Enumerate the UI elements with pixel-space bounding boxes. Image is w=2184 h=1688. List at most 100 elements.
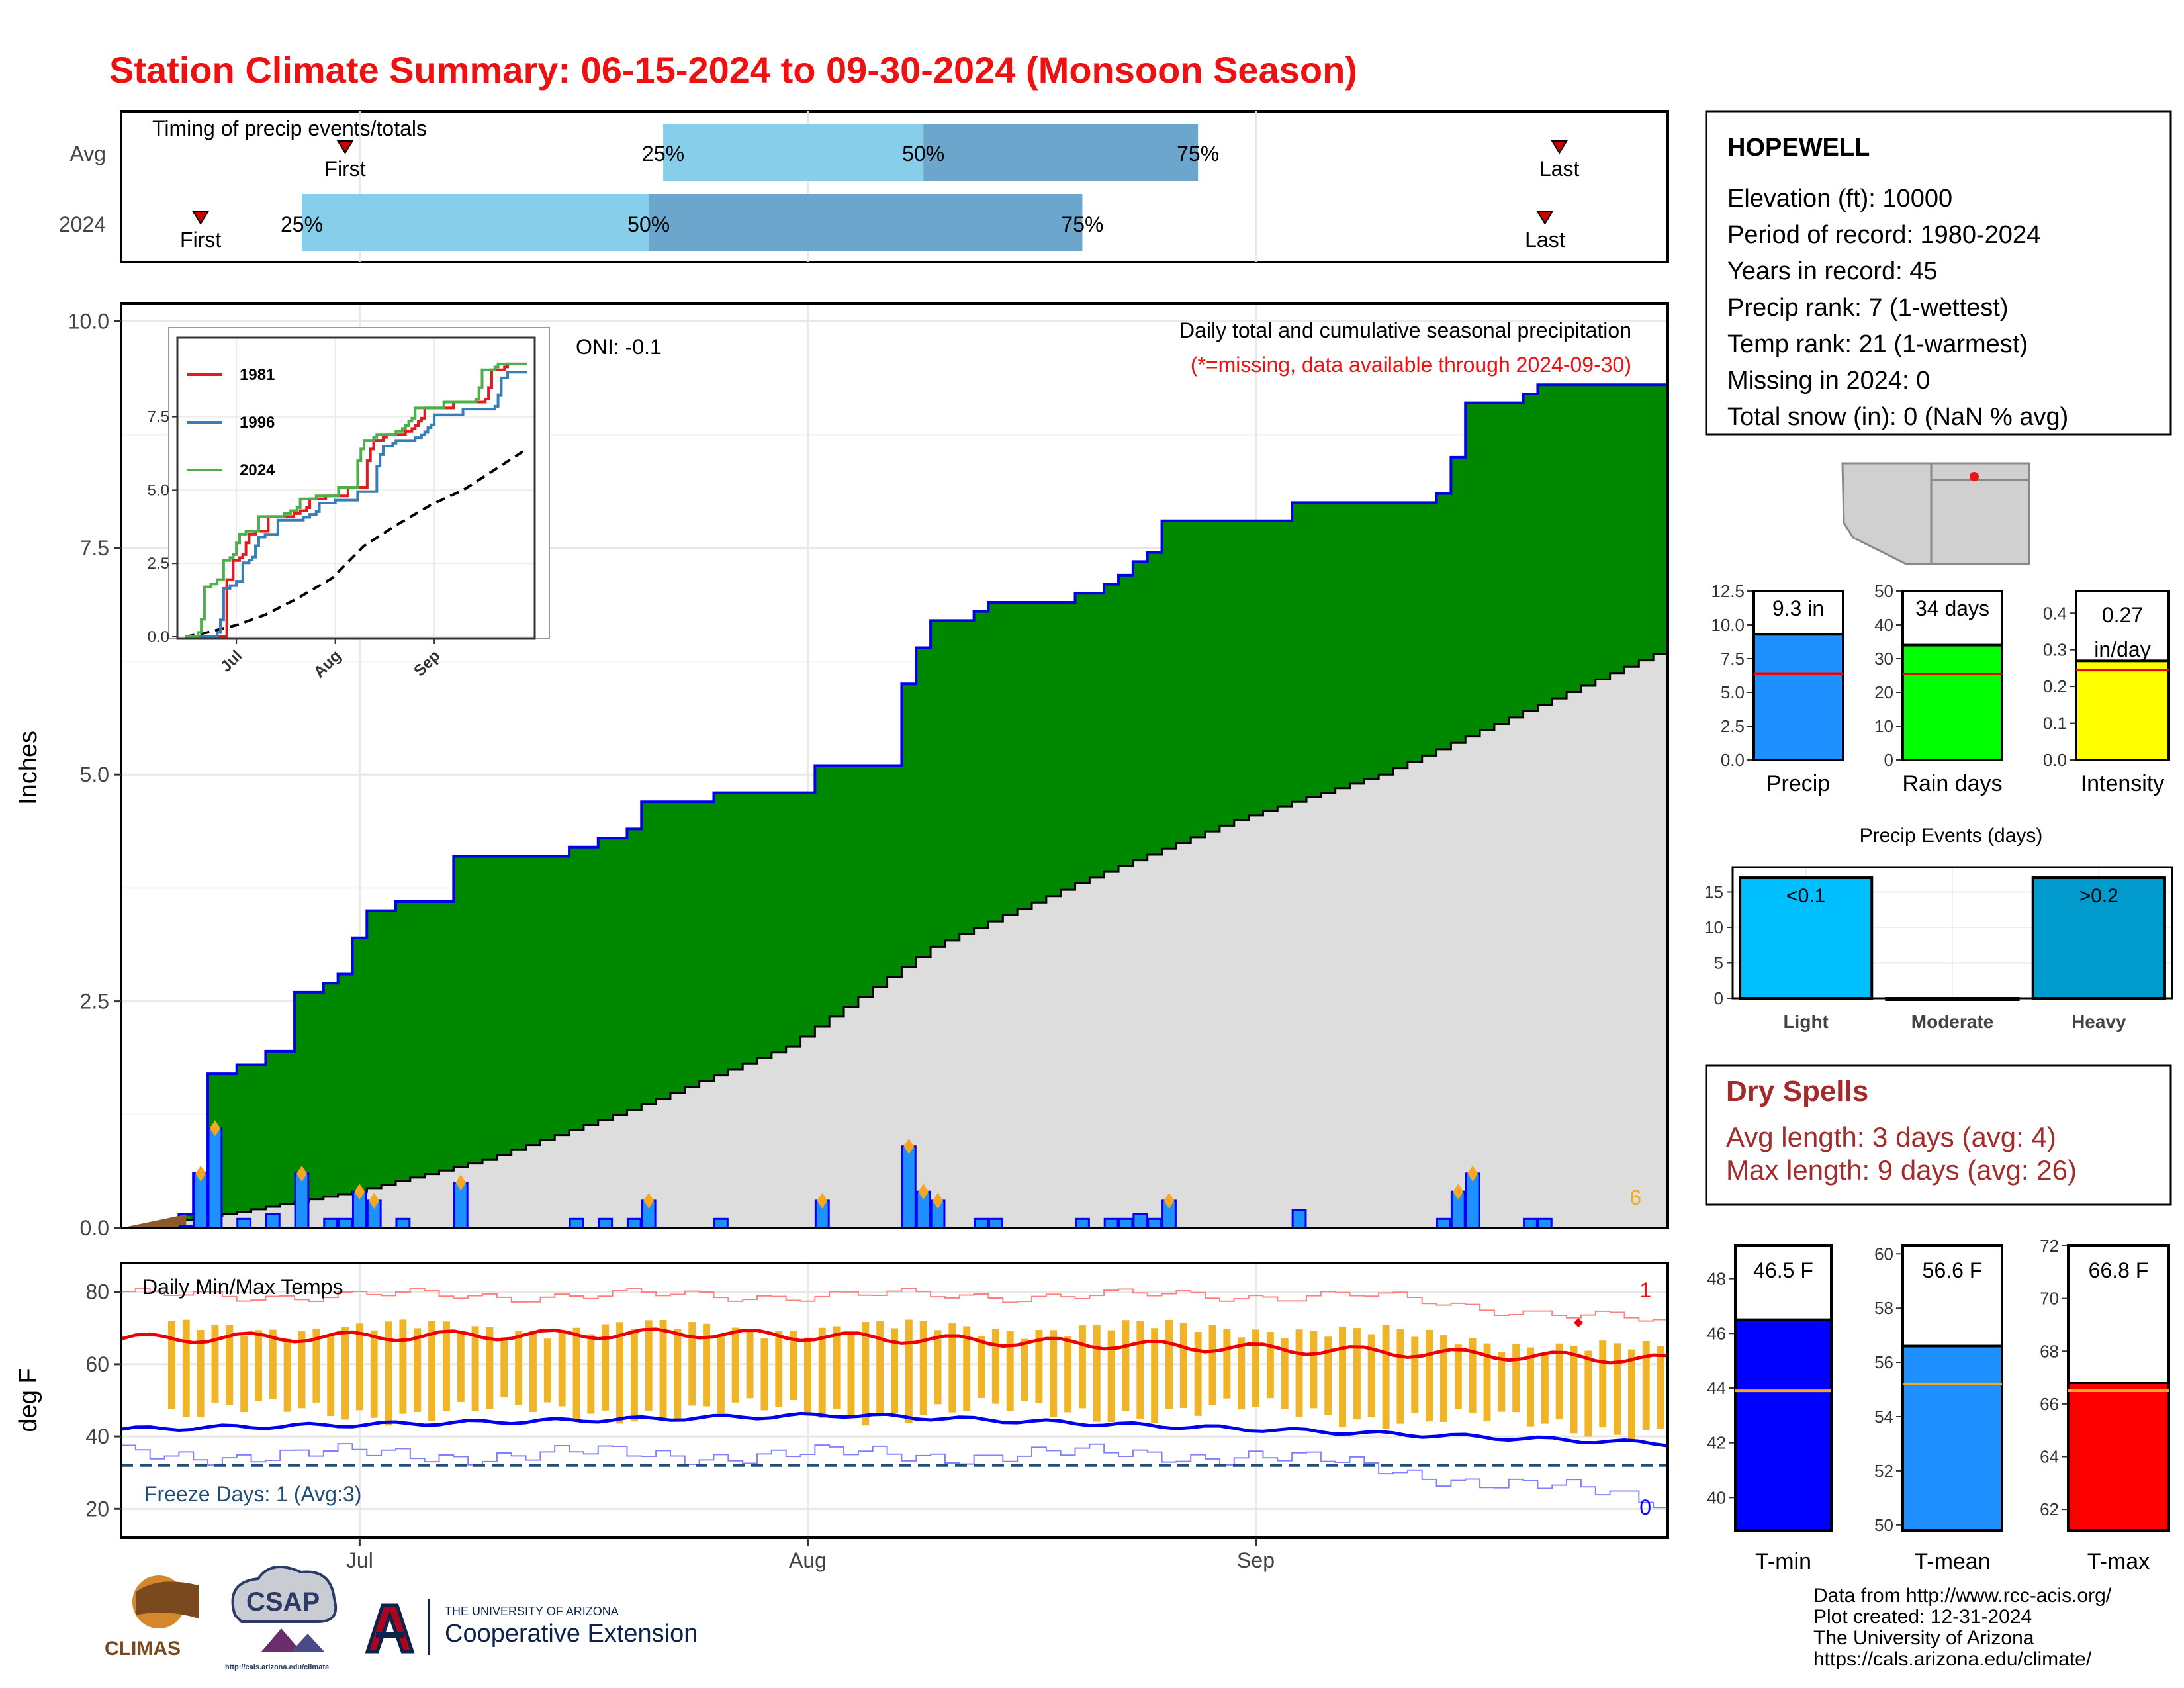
daily-precip-bar <box>1537 1217 1553 1229</box>
daily-temp-range-bar <box>1411 1336 1419 1413</box>
daily-temp-range-bar <box>645 1320 653 1411</box>
season-stat-bars: 0.0 2.5 5.0 7.5 10.0 12.5 9.3 in Precip 0 10 20 30 4… <box>1711 581 2170 796</box>
dry-spells-box: Dry Spells Avg length: 3 days (avg: 4) M… <box>1705 1064 2172 1206</box>
station-info-line: Years in record: 45 <box>1727 258 1938 285</box>
daily-temp-range-bar <box>876 1321 884 1415</box>
daily-precip-bar <box>265 1213 281 1229</box>
intensity-tick-label: 0.4 <box>2043 603 2067 623</box>
daily-temp-range-bar <box>978 1335 985 1398</box>
daily-precip-bar <box>1118 1217 1134 1229</box>
timing-bar-50-75 <box>923 124 1199 181</box>
daily-temp-range-bar <box>1339 1326 1347 1427</box>
daily-precip-bar <box>1132 1213 1148 1229</box>
daily-temp-range-bar <box>1657 1346 1664 1429</box>
cumulative-2024-line <box>121 383 1668 1229</box>
daily-temp-range-bar <box>1555 1343 1563 1420</box>
daily-temp-range-bar <box>1440 1335 1447 1422</box>
daily-temp-range-bar <box>1483 1343 1491 1422</box>
daily-temp-range-bar <box>703 1323 711 1407</box>
rain-days-value: 34 days <box>1915 596 1989 620</box>
precip-total-tick-label: 7.5 <box>1721 649 1745 669</box>
events-category-label: Moderate <box>1911 1011 1993 1032</box>
notable-precip-marker <box>1163 1192 1175 1209</box>
ua-name-big: Cooperative Extension <box>445 1620 698 1648</box>
daily-temp-range-bar <box>1266 1332 1274 1399</box>
climas-logo: CLIMAS <box>105 1575 199 1660</box>
timing-first-label: First <box>180 228 221 252</box>
record-high-marker <box>1574 1318 1584 1328</box>
daily-temp-range-bar <box>731 1327 739 1403</box>
events-bar-heavy <box>2031 876 2166 1000</box>
daily-temp-range-bar <box>240 1335 248 1413</box>
tmax-tick-label: 68 <box>2040 1341 2059 1361</box>
daily-temp-range-bar <box>1382 1325 1390 1429</box>
daily-temp-range-bar <box>1295 1329 1303 1417</box>
daily-temp-range-bar <box>182 1319 190 1417</box>
daily-temp-range-bar <box>1599 1340 1607 1428</box>
daily-temp-range-bar <box>341 1327 349 1420</box>
tmax-tick-label: 64 <box>2040 1447 2059 1467</box>
daily-precip-bar <box>974 1217 989 1229</box>
notable-precip-marker <box>903 1138 915 1154</box>
daily-precip-bar <box>626 1217 642 1229</box>
timing-label: Timing of precip events/totals <box>152 117 427 140</box>
cumulative-average-line <box>121 653 1668 1229</box>
precip-y-tick-label: 10.0 <box>68 309 109 333</box>
intensity-label: Intensity <box>2081 771 2165 796</box>
cumulative-average-area <box>121 654 1668 1228</box>
inset-y-tick-label: 7.5 <box>148 408 169 426</box>
daily-temp-range-bar <box>688 1322 696 1406</box>
daily-temp-range-bar <box>1454 1344 1462 1409</box>
daily-temp-range-bar <box>298 1331 306 1409</box>
normal-max-temp-line <box>120 1327 1668 1365</box>
timing-pct-50: 50% <box>627 212 670 236</box>
intensity-value-unit: in/day <box>2094 637 2150 661</box>
timing-last-marker <box>1536 211 1554 225</box>
daily-temp-range-bar <box>529 1330 537 1412</box>
csap-url: http://cals.arizona.edu/climate <box>225 1664 329 1671</box>
daily-temp-range-bar <box>1064 1336 1072 1413</box>
month-tick-label: Sep <box>1237 1548 1275 1572</box>
daily-temp-range-bar <box>543 1338 551 1403</box>
daily-precip-bar <box>193 1172 208 1229</box>
temp-y-axis-label: deg F <box>15 1368 42 1432</box>
precip-y-tick-label: 7.5 <box>80 536 109 560</box>
daily-temp-range-bar <box>1627 1349 1635 1442</box>
intensity-tick-label: 0.3 <box>2043 640 2067 660</box>
daily-temp-range-bar <box>862 1321 870 1426</box>
notable-precip-marker <box>296 1165 308 1182</box>
daily-precip-bar <box>1523 1217 1538 1229</box>
notable-precip-marker <box>918 1184 929 1200</box>
station-location-dot <box>1970 472 1979 481</box>
month-tick-label: Jul <box>346 1548 373 1572</box>
timing-pct-25: 25% <box>642 142 684 165</box>
daily-temp-range-bar <box>760 1338 768 1411</box>
events-tick-label: 15 <box>1704 882 1723 902</box>
daily-temp-range-bar <box>833 1326 841 1409</box>
daily-temp-range-bar <box>269 1329 277 1399</box>
daily-temp-range-bar <box>1396 1329 1404 1424</box>
precip-total-tick-label: 10.0 <box>1711 615 1745 635</box>
inset-2024-line <box>185 362 527 638</box>
precip-events-chart: Precip Events (days) 0 5 10 15 <0.1 Light Mode… <box>1704 825 2173 1032</box>
timing-bar-25-50 <box>302 194 649 251</box>
notable-precip-marker <box>455 1174 467 1191</box>
inset-legend-2024: 2024 <box>240 461 275 479</box>
daily-temp-range-bar <box>803 1337 811 1413</box>
inset-1996-line <box>185 371 527 638</box>
tmin-bar <box>1734 1318 1833 1532</box>
record-low-count: 0 <box>1639 1495 1651 1519</box>
notable-precip-marker <box>933 1192 944 1209</box>
daily-temp-range-bar <box>399 1319 407 1414</box>
daily-temp-range-bar <box>1035 1330 1043 1403</box>
tmin-tick-label: 44 <box>1707 1378 1726 1398</box>
tmean-tick-label: 60 <box>1874 1244 1893 1264</box>
precip-total-tick-label: 0.0 <box>1721 750 1745 770</box>
daily-temp-range-bar <box>1107 1330 1115 1423</box>
daily-temp-range-bar <box>1570 1345 1578 1434</box>
timing-first-label: First <box>324 157 365 181</box>
timing-last-label: Last <box>1525 228 1565 252</box>
tmax-bar <box>2067 1382 2170 1532</box>
daily-temp-range-bar <box>1642 1341 1650 1430</box>
